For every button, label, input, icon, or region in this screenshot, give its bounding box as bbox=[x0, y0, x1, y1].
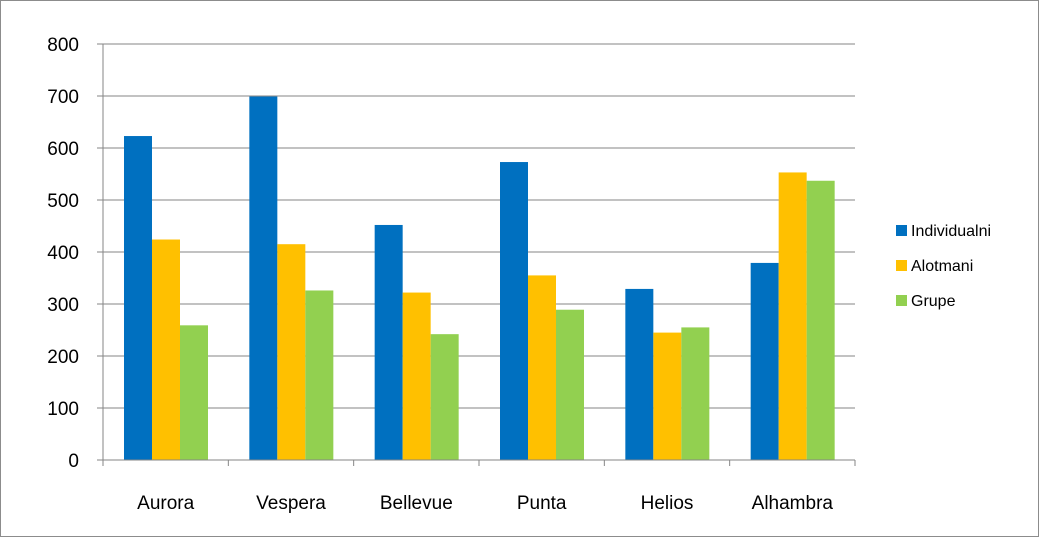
bar-aurora-alotmani bbox=[152, 239, 180, 460]
y-tick-label-0: 0 bbox=[68, 451, 79, 472]
bar-punta-alotmani bbox=[528, 275, 556, 460]
legend-label-alotmani: Alotmani bbox=[911, 258, 973, 275]
gridlines bbox=[103, 43, 855, 409]
x-tick-label-bellevue: Bellevue bbox=[380, 493, 453, 514]
bar-helios-alotmani bbox=[653, 332, 682, 460]
y-tick-label-700: 700 bbox=[47, 87, 79, 108]
bar-helios-grupe bbox=[681, 327, 710, 460]
bar-vespera-alotmani bbox=[277, 244, 306, 460]
bar-punta-grupe bbox=[556, 309, 584, 460]
bar-helios-individualni bbox=[625, 288, 654, 460]
x-tick-label-aurora: Aurora bbox=[137, 493, 194, 514]
bar-punta-individualni bbox=[500, 162, 528, 461]
legend-label-grupe: Grupe bbox=[911, 293, 956, 310]
bar-aurora-grupe bbox=[180, 325, 208, 460]
y-tick-label-100: 100 bbox=[47, 399, 79, 420]
y-tick-label-800: 800 bbox=[47, 35, 79, 56]
legend-label-individualni: Individualni bbox=[911, 223, 991, 240]
x-tick-label-punta: Punta bbox=[517, 493, 567, 514]
y-tick-label-300: 300 bbox=[47, 295, 79, 316]
bar-vespera-individualni bbox=[249, 96, 278, 461]
bar-alhambra-alotmani bbox=[778, 172, 807, 460]
bar-alhambra-individualni bbox=[750, 262, 779, 460]
legend-swatch-alotmani bbox=[896, 260, 907, 271]
bar-bellevue-alotmani bbox=[402, 292, 431, 460]
bar-bellevue-grupe bbox=[430, 334, 459, 460]
x-tick-label-vespera: Vespera bbox=[256, 493, 326, 514]
y-tick-label-600: 600 bbox=[47, 139, 79, 160]
bar-alhambra-grupe bbox=[806, 180, 835, 460]
x-tick-label-helios: Helios bbox=[641, 493, 694, 514]
bar-vespera-grupe bbox=[305, 290, 334, 460]
y-tick-label-400: 400 bbox=[47, 243, 79, 264]
y-tick-label-200: 200 bbox=[47, 347, 79, 368]
bars bbox=[124, 96, 835, 461]
x-tick-label-alhambra: Alhambra bbox=[752, 493, 834, 514]
legend-swatch-grupe bbox=[896, 295, 907, 306]
y-tick-label-500: 500 bbox=[47, 191, 79, 212]
axes: 0 100 200 300 400 500 600 700 800 Aurora Vespera Be… bbox=[47, 35, 856, 514]
legend-swatch-individualni bbox=[896, 225, 907, 236]
legend: Individualni Alotmani Grupe bbox=[896, 223, 991, 310]
bar-bellevue-individualni bbox=[374, 224, 403, 460]
bar-aurora-individualni bbox=[124, 136, 152, 461]
